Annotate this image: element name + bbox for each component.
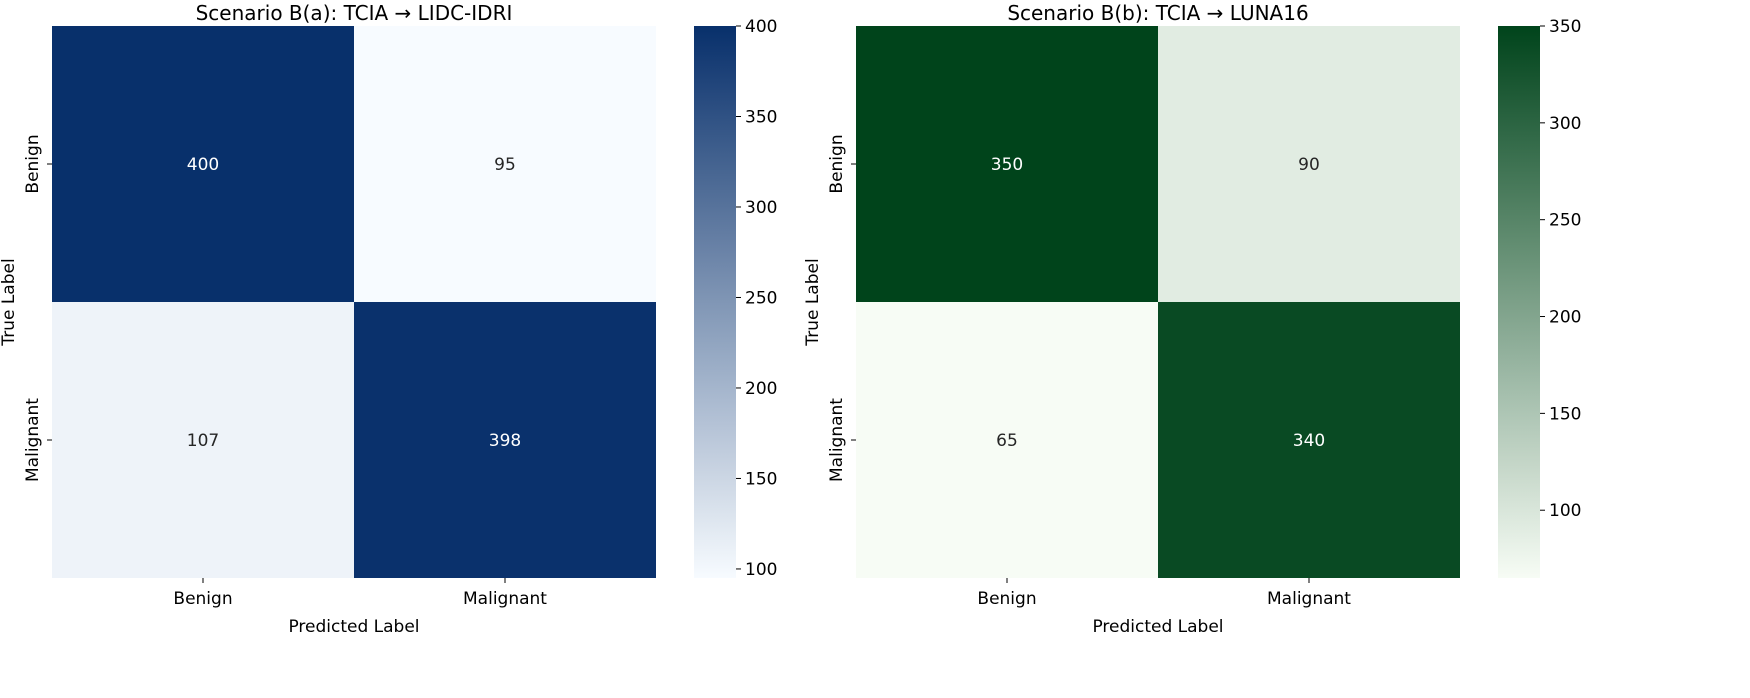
colorbar: [1498, 26, 1540, 578]
colorbar-tick-label: 100: [1549, 501, 1581, 521]
cell-value-label: 95: [494, 155, 516, 175]
colorbar-tick-label: 250: [745, 288, 777, 308]
chart-title: Scenario B(b): TCIA → LUNA16: [1007, 1, 1308, 25]
colorbar-tick-label: 100: [745, 560, 777, 580]
heatmap-panel-2: Scenario B(b): TCIA → LUNA16 350 90 65 340 Be…: [803, 1, 1581, 637]
heatmap-cell: [856, 26, 1158, 302]
colorbar-tick-label: 350: [745, 107, 777, 127]
y-tick-label: Benign: [827, 134, 847, 193]
colorbar-tick-label: 400: [745, 17, 777, 37]
cell-value-label: 107: [187, 431, 219, 451]
y-tick-label: Malignant: [23, 398, 43, 482]
y-tick-label: Benign: [23, 134, 43, 193]
colorbar-tick-label: 150: [745, 469, 777, 489]
colorbar-tick-label: 250: [1549, 211, 1581, 231]
cell-value-label: 90: [1298, 155, 1320, 175]
colorbar-tick-label: 350: [1549, 17, 1581, 37]
colorbar-tick-label: 150: [1549, 404, 1581, 424]
heatmap-cell: [354, 26, 656, 302]
colorbar-tick-label: 200: [745, 379, 777, 399]
chart-title: Scenario B(a): TCIA → LIDC-IDRI: [196, 1, 513, 25]
x-axis-label: Predicted Label: [1092, 617, 1223, 637]
heatmap-cell: [1158, 26, 1460, 302]
cell-value-label: 398: [489, 431, 521, 451]
heatmap-cell: [52, 302, 354, 578]
heatmap-panel-1: Scenario B(a): TCIA → LIDC-IDRI 400 95 107 3…: [0, 1, 777, 637]
cell-value-label: 400: [187, 155, 219, 175]
y-tick-label: Malignant: [827, 398, 847, 482]
x-tick-label: Benign: [977, 589, 1036, 609]
heatmap-cell: [1158, 302, 1460, 578]
heatmap-cell: [856, 302, 1158, 578]
y-axis-label: True Label: [0, 258, 19, 346]
heatmap-cell: [354, 302, 656, 578]
cell-value-label: 340: [1293, 431, 1325, 451]
x-tick-label: Malignant: [1267, 589, 1351, 609]
colorbar-tick-label: 300: [745, 198, 777, 218]
cell-value-label: 350: [991, 155, 1023, 175]
colorbar: [694, 26, 736, 578]
x-tick-label: Benign: [173, 589, 232, 609]
y-axis-label: True Label: [803, 258, 823, 346]
cell-value-label: 65: [996, 431, 1018, 451]
colorbar-tick-label: 200: [1549, 308, 1581, 328]
colorbar-tick-label: 300: [1549, 114, 1581, 134]
x-tick-label: Malignant: [463, 589, 547, 609]
x-axis-label: Predicted Label: [288, 617, 419, 637]
heatmap-cell: [52, 26, 354, 302]
